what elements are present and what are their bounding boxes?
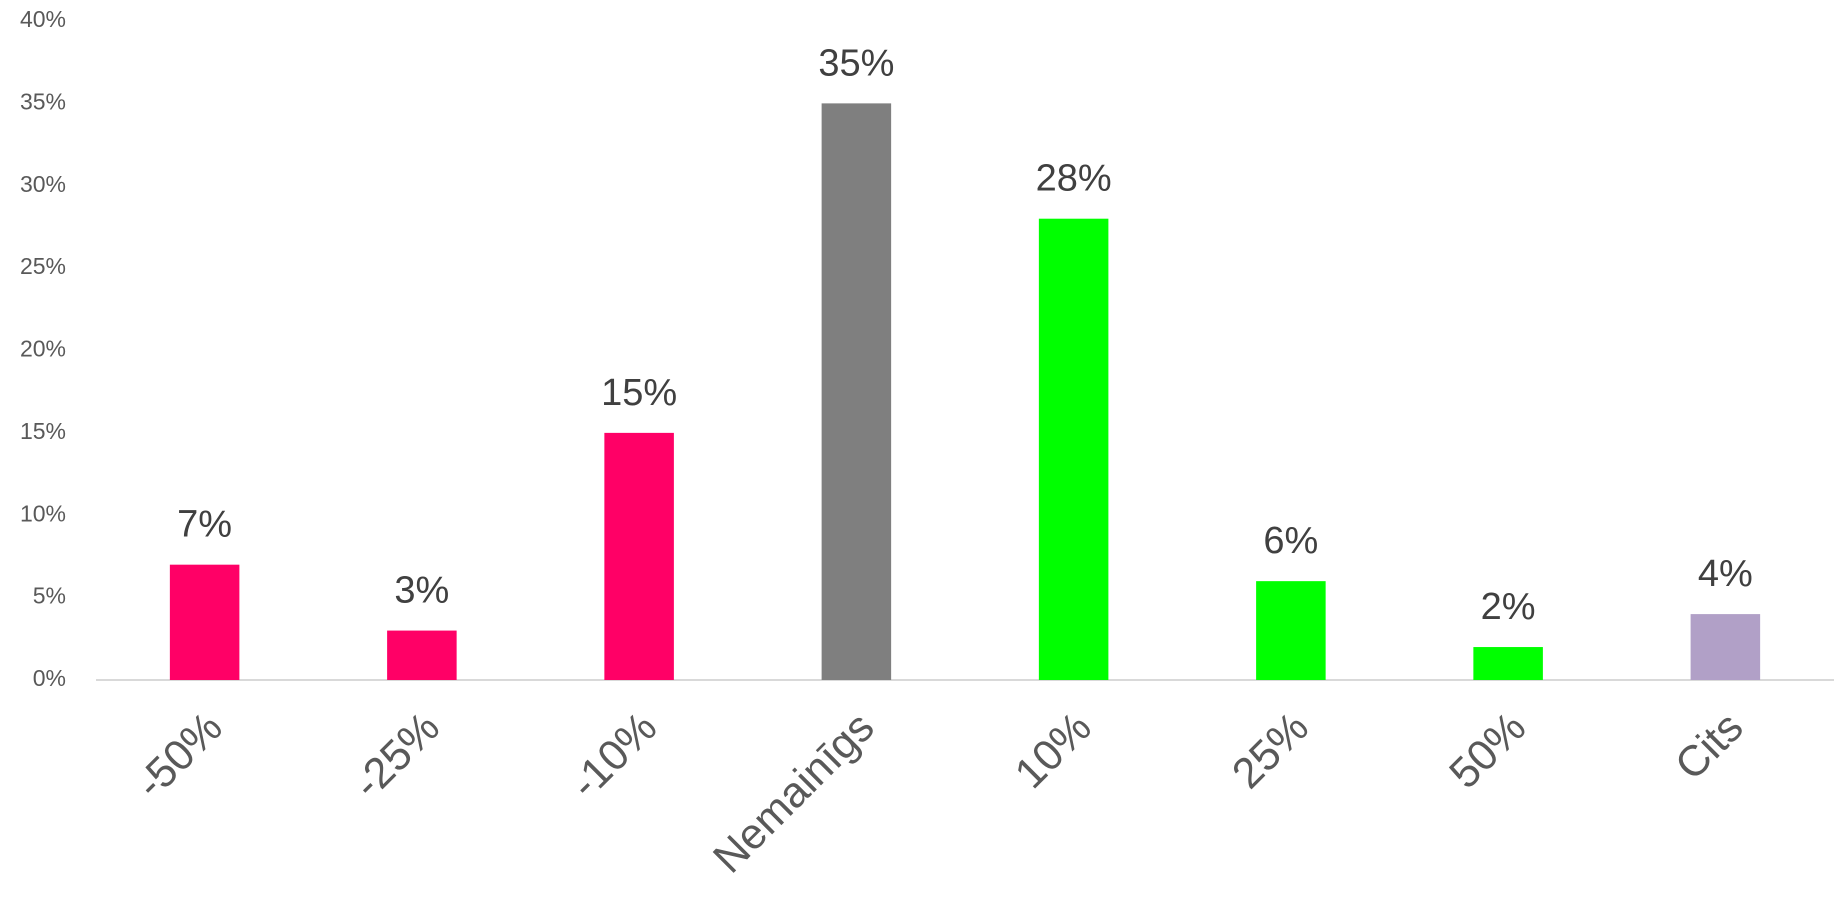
x-tick-label: -10% (561, 703, 666, 808)
y-tick-label: 30% (20, 171, 66, 197)
data-label: 15% (601, 372, 677, 414)
data-label: 6% (1263, 520, 1318, 562)
y-tick-label: 0% (33, 665, 66, 691)
bar (604, 432, 674, 680)
bar (169, 564, 240, 680)
data-label: 4% (1698, 553, 1753, 595)
data-label: 3% (394, 570, 449, 612)
x-tick-label: -50% (127, 703, 232, 808)
data-label: 28% (1036, 158, 1112, 200)
y-tick-label: 15% (20, 418, 66, 444)
x-tick-label: Cits (1666, 703, 1752, 789)
bar (387, 630, 457, 680)
data-label: 7% (177, 504, 232, 546)
data-label: 35% (818, 42, 894, 84)
x-tick-label: 25% (1223, 703, 1318, 798)
x-tick-label: Nemainīgs (704, 703, 883, 882)
x-tick-label: 10% (1006, 703, 1101, 798)
y-tick-label: 5% (33, 583, 66, 609)
y-tick-label: 25% (20, 253, 66, 279)
bar (1256, 581, 1326, 680)
bar (1473, 647, 1543, 680)
y-tick-label: 40% (20, 6, 66, 32)
bar (1690, 614, 1761, 680)
y-tick-label: 35% (20, 88, 66, 114)
y-tick-label: 10% (20, 500, 66, 526)
x-tick-label: -25% (344, 703, 449, 808)
data-label: 2% (1481, 586, 1536, 628)
bar (1038, 218, 1109, 680)
y-tick-label: 20% (20, 336, 66, 362)
x-tick-label: 50% (1440, 703, 1535, 798)
bar (821, 103, 892, 680)
